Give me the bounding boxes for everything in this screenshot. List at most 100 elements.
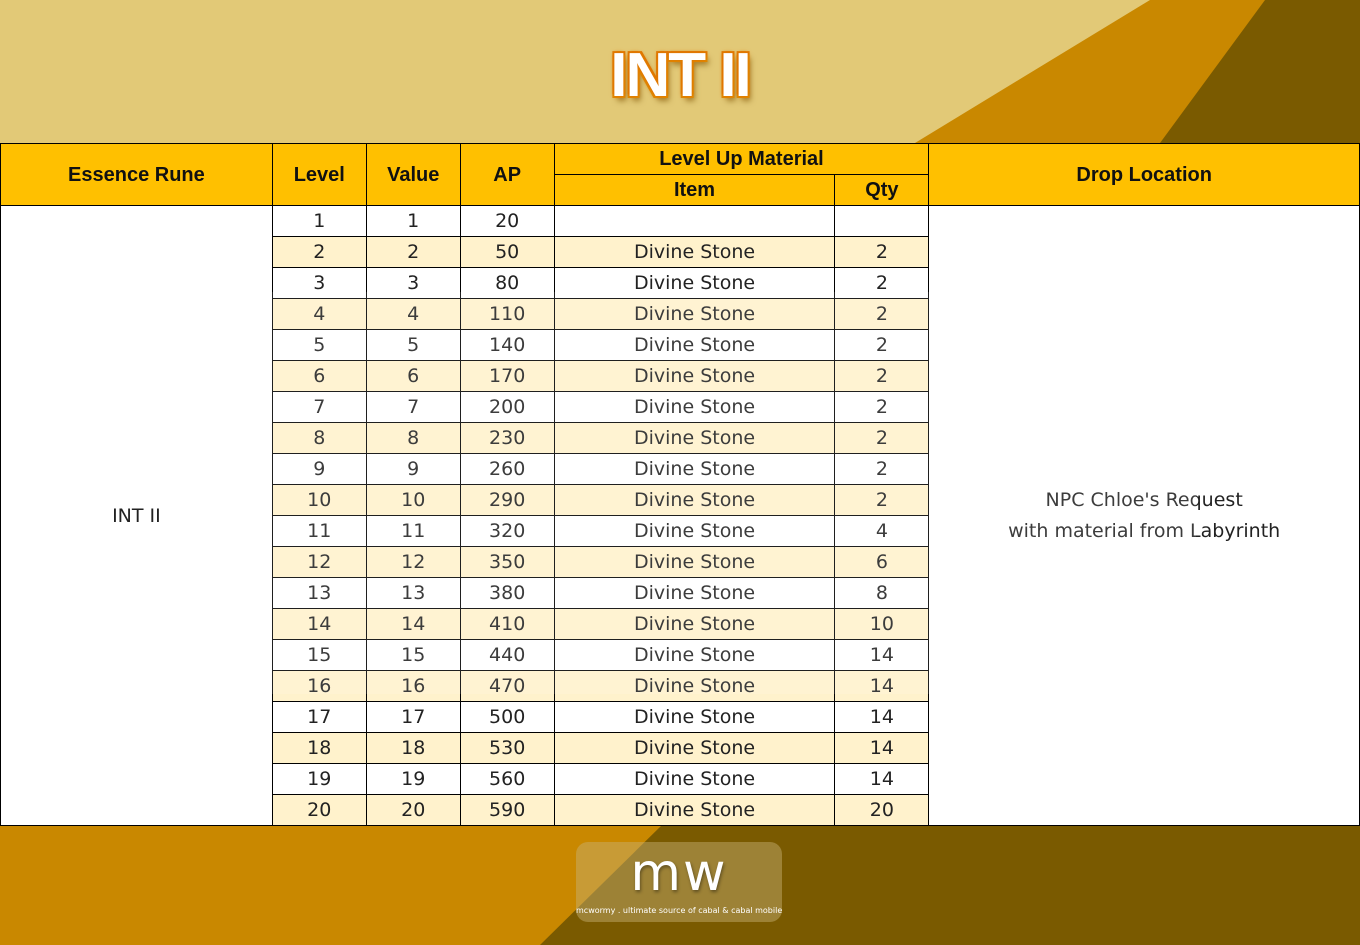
cell-level: 6 — [271, 360, 367, 392]
cell-ap: 470 — [459, 670, 555, 702]
cell-value: 20 — [365, 794, 461, 826]
cell-value: 15 — [365, 639, 461, 671]
cell-value: 10 — [365, 484, 461, 516]
cell-qty: 14 — [834, 639, 930, 671]
cell-item: Divine Stone — [553, 577, 836, 609]
cell-value: 5 — [365, 329, 461, 361]
cell-value: 7 — [365, 391, 461, 423]
cell-ap: 20 — [459, 205, 555, 237]
cell-ap: 560 — [459, 763, 555, 795]
essence-rune-cell: INT II — [0, 205, 273, 826]
cell-item: Divine Stone — [553, 608, 836, 640]
cell-value: 14 — [365, 608, 461, 640]
cell-qty: 10 — [834, 608, 930, 640]
cell-ap: 410 — [459, 608, 555, 640]
cell-qty: 2 — [834, 484, 930, 516]
table-row: 12 12 350 Divine Stone 6 — [1, 546, 1360, 578]
cell-qty: 14 — [834, 670, 930, 702]
table-row: 10 10 290 Divine Stone 2 — [1, 484, 1360, 516]
table-row: 11 11 320 Divine Stone 4 — [1, 515, 1360, 547]
cell-item: Divine Stone — [553, 391, 836, 423]
cell-qty: 6 — [834, 546, 930, 578]
cell-qty — [834, 205, 930, 237]
table-row: 14 14 410 Divine Stone 10 — [1, 608, 1360, 640]
cell-value: 17 — [365, 701, 461, 733]
cell-value: 12 — [365, 546, 461, 578]
cell-level: 1 — [271, 205, 367, 237]
header-level: Level — [271, 143, 367, 206]
cell-ap: 170 — [459, 360, 555, 392]
table-row: 6 6 170 Divine Stone 2 — [1, 360, 1360, 392]
table-row: 8 8 230 Divine Stone 2 — [1, 422, 1360, 454]
cell-value: 3 — [365, 267, 461, 299]
cell-value: 11 — [365, 515, 461, 547]
cell-qty: 14 — [834, 732, 930, 764]
cell-level: 17 — [271, 701, 367, 733]
mw-logo: mw mcwormy . ultimate source of cabal & … — [576, 842, 782, 922]
cell-level: 15 — [271, 639, 367, 671]
table-row: 9 9 260 Divine Stone 2 — [1, 453, 1360, 485]
header-level-up-material: Level Up Material — [553, 143, 930, 175]
cell-item: Divine Stone — [553, 329, 836, 361]
cell-ap: 530 — [459, 732, 555, 764]
cell-ap: 590 — [459, 794, 555, 826]
cell-level: 2 — [271, 236, 367, 268]
cell-value: 13 — [365, 577, 461, 609]
cell-level: 10 — [271, 484, 367, 516]
cell-item: Divine Stone — [553, 298, 836, 330]
cell-item — [553, 205, 836, 237]
cell-item: Divine Stone — [553, 546, 836, 578]
cell-value: 9 — [365, 453, 461, 485]
table-row: 3 3 80 Divine Stone 2 — [1, 267, 1360, 299]
cell-qty: 2 — [834, 236, 930, 268]
cell-qty: 2 — [834, 329, 930, 361]
cell-qty: 2 — [834, 298, 930, 330]
cell-ap: 350 — [459, 546, 555, 578]
cell-qty: 2 — [834, 391, 930, 423]
cell-item: Divine Stone — [553, 453, 836, 485]
cell-level: 11 — [271, 515, 367, 547]
cell-ap: 380 — [459, 577, 555, 609]
cell-item: Divine Stone — [553, 515, 836, 547]
cell-item: Divine Stone — [553, 763, 836, 795]
cell-qty: 2 — [834, 360, 930, 392]
cell-ap: 200 — [459, 391, 555, 423]
table-row: 2 2 50 Divine Stone 2 — [1, 236, 1360, 268]
cell-level: 18 — [271, 732, 367, 764]
cell-item: Divine Stone — [553, 670, 836, 702]
cell-value: 4 — [365, 298, 461, 330]
header-item: Item — [553, 174, 836, 206]
cell-level: 12 — [271, 546, 367, 578]
cell-qty: 4 — [834, 515, 930, 547]
cell-item: Divine Stone — [553, 639, 836, 671]
cell-qty: 20 — [834, 794, 930, 826]
table-row: 16 16 470 Divine Stone 14 — [1, 670, 1360, 702]
cell-value: 1 — [365, 205, 461, 237]
drop-location-line2: with material from Labyrinth — [1008, 519, 1281, 542]
cell-ap: 140 — [459, 329, 555, 361]
header-qty: Qty — [834, 174, 930, 206]
cell-ap: 320 — [459, 515, 555, 547]
cell-ap: 230 — [459, 422, 555, 454]
cell-qty: 8 — [834, 577, 930, 609]
cell-level: 19 — [271, 763, 367, 795]
cell-value: 19 — [365, 763, 461, 795]
cell-qty: 2 — [834, 422, 930, 454]
header-ap: AP — [459, 143, 555, 206]
cell-ap: 50 — [459, 236, 555, 268]
table-row: 20 20 590 Divine Stone 20 — [1, 794, 1360, 826]
cell-level: 3 — [271, 267, 367, 299]
logo-tagline: mcwormy . ultimate source of cabal & cab… — [576, 906, 782, 915]
cell-level: 7 — [271, 391, 367, 423]
cell-qty: 14 — [834, 701, 930, 733]
cell-ap: 110 — [459, 298, 555, 330]
cell-level: 4 — [271, 298, 367, 330]
table-row: 7 7 200 Divine Stone 2 — [1, 391, 1360, 423]
cell-qty: 14 — [834, 763, 930, 795]
cell-value: 6 — [365, 360, 461, 392]
drop-location-cell: NPC Chloe's Request with material from La… — [928, 205, 1360, 826]
header-essence-rune: Essence Rune — [0, 143, 273, 206]
table-row: 17 17 500 Divine Stone 14 — [1, 701, 1360, 733]
cell-item: Divine Stone — [553, 732, 836, 764]
